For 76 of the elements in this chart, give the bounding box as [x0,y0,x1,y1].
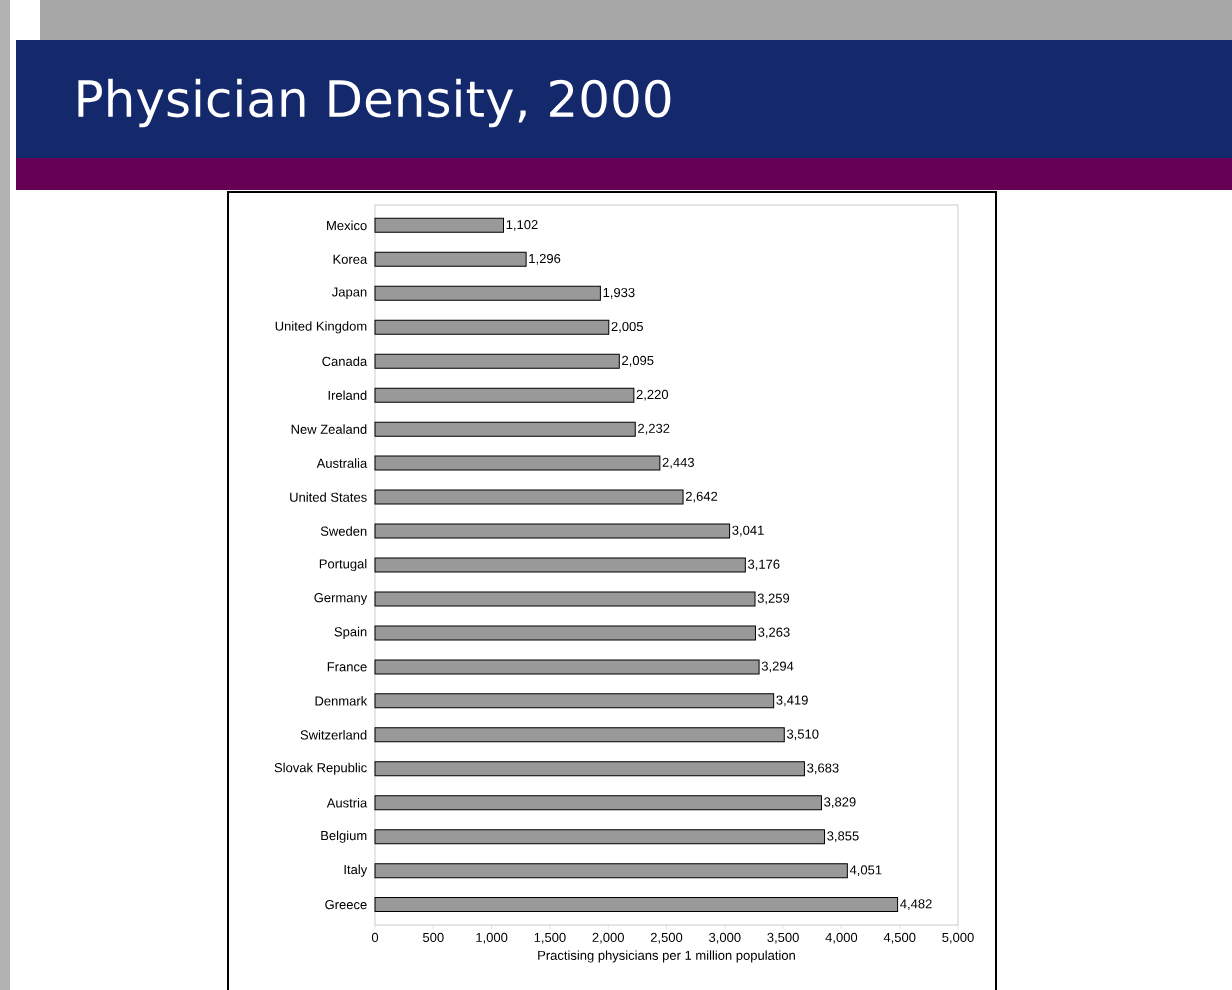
data-label: 2,095 [622,355,654,367]
data-label: 3,683 [807,763,839,775]
y-tick-label: Korea [333,254,368,264]
bar [374,251,527,267]
bar [374,625,756,641]
data-label: 2,220 [636,389,669,401]
bar [374,523,731,539]
bar [374,557,746,573]
bar [374,455,661,471]
y-tick-label: Greece [325,900,367,910]
y-tick-label: Germany [314,593,368,605]
chart-title: Physician Density, 2000 [78,78,671,128]
bar [374,795,822,811]
y-tick-label: Sweden [320,526,367,536]
y-tick-label: Ireland [328,390,367,400]
y-tick-label: Slovak Republic [274,762,367,775]
x-tick-label: 500 [422,932,444,942]
bar [374,591,756,607]
x-tick-label: 3,000 [709,932,741,944]
bar [374,829,825,845]
data-label: 4,482 [900,899,932,910]
y-tick-label: Italy [344,864,368,877]
bar [374,489,684,505]
x-axis-title: Practising physicians per 1 million population [538,950,795,963]
bar [374,319,610,335]
y-tick-label: Canada [322,356,368,366]
data-label: 3,419 [776,695,808,707]
x-tick-label: 1,500 [534,932,566,944]
bar [374,761,805,777]
data-label: 2,443 [662,457,695,469]
bar [374,659,760,675]
x-tick-label: 5,000 [942,932,974,944]
data-label: 2,005 [611,321,643,333]
x-tick-label: 0 [371,932,379,942]
y-tick-label: Portugal [319,558,367,572]
y-tick-label: France [327,662,367,672]
bar [374,693,775,709]
data-label: 2,642 [685,491,718,503]
bar [374,863,848,879]
y-tick-label: Australia [316,458,368,468]
bar [374,353,620,369]
data-label: 3,855 [827,831,859,843]
x-tick-label: 3,500 [767,932,799,944]
data-label: 1,933 [603,287,635,299]
data-label: 3,176 [748,559,780,571]
data-label: 2,232 [638,423,670,435]
y-tick-label: United Kingdom [275,321,367,334]
bar [374,421,636,437]
y-tick-label: United States [290,492,367,502]
data-label: 3,263 [758,627,790,639]
bar [374,387,635,403]
x-tick-label: 4,000 [825,932,858,944]
y-tick-label: Denmark [315,696,368,706]
bar [374,285,601,301]
data-label: 3,510 [786,729,819,741]
y-tick-label: Mexico [327,220,367,231]
data-label: 3,294 [761,661,794,673]
data-label: 4,051 [849,865,882,877]
x-tick-label: 2,000 [592,932,624,944]
data-label: 1,296 [529,253,561,265]
data-label: 3,829 [824,797,856,809]
y-tick-label: Austria [326,797,368,808]
bar [374,217,504,233]
y-tick-label: Japan [331,287,367,300]
data-label: 1,102 [506,220,538,231]
y-tick-label: Belgium [321,830,367,843]
x-tick-label: 4,500 [883,932,916,944]
bar [374,727,785,743]
bar [374,897,899,913]
y-tick-label: New Zealand [291,424,367,434]
y-tick-label: Switzerland [300,730,367,740]
data-label: 3,259 [757,593,790,605]
y-tick-label: Spain [334,626,367,639]
x-tick-label: 2,500 [650,932,683,944]
data-label: 3,041 [732,525,764,537]
x-tick-label: 1,000 [476,932,508,944]
